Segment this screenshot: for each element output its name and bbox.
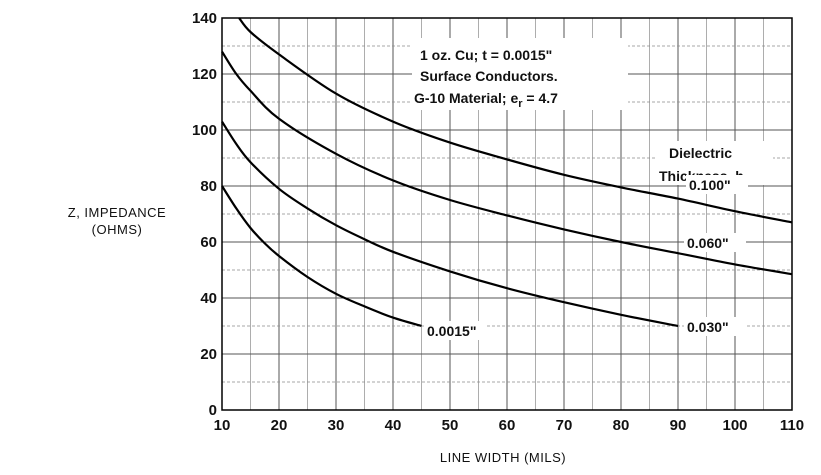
y-tick-label: 120 <box>192 66 217 83</box>
x-tick-label: 10 <box>214 417 231 434</box>
tick-labels: 10 20 30 40 50 60 70 80 90 100 110 0 20 40 60 80 100 120 1… <box>192 10 804 434</box>
x-tick-label: 50 <box>442 417 459 434</box>
series-label-background <box>686 175 748 194</box>
y-tick-label: 20 <box>200 346 217 363</box>
annotation-line-1: 1 oz. Cu; t = 0.0015" <box>420 47 552 63</box>
series-label-3: 0.100" <box>689 177 731 193</box>
annotation-block: 1 oz. Cu; t = 0.0015" Surface Conductors… <box>412 38 628 110</box>
series-label-1: 0.030" <box>687 319 729 335</box>
annotation-background <box>412 38 628 110</box>
x-tick-label: 60 <box>499 417 516 434</box>
x-tick-label: 90 <box>670 417 687 434</box>
y-tick-label: 140 <box>192 10 217 27</box>
x-axis-title: LINE WIDTH (MILS) <box>440 450 566 465</box>
x-tick-label: 20 <box>271 417 288 434</box>
series-label-background <box>424 321 486 340</box>
annotation-line-2: Surface Conductors. <box>420 68 558 84</box>
y-tick-label: 100 <box>192 122 217 139</box>
series-label-2: 0.060" <box>687 235 729 251</box>
series-labels: 0.0015" 0.030" 0.060" 0.100" <box>424 175 748 340</box>
y-axis-title-line2: (OHMS) <box>92 222 143 237</box>
y-tick-label: 60 <box>200 234 217 251</box>
series-label-background <box>684 317 746 336</box>
y-tick-label: 80 <box>200 178 217 195</box>
y-tick-label: 40 <box>200 290 217 307</box>
y-axis-title-line1: Z, IMPEDANCE <box>68 205 166 220</box>
series-label-background <box>684 233 746 252</box>
x-tick-label: 110 <box>780 417 804 434</box>
annotation-line-3: G-10 Material; er = 4.7 <box>414 90 558 110</box>
x-tick-label: 70 <box>556 417 573 434</box>
x-tick-label: 30 <box>328 417 345 434</box>
series-line-2 <box>221 51 793 276</box>
x-tick-label: 80 <box>613 417 630 434</box>
legend-title-line-1: Dielectric <box>669 145 732 161</box>
y-tick-label: 0 <box>209 402 217 419</box>
series-lines <box>221 17 793 328</box>
x-tick-label: 100 <box>722 417 747 434</box>
x-tick-label: 40 <box>385 417 402 434</box>
plot-frame <box>221 17 793 411</box>
series-line-3 <box>238 17 793 224</box>
annotation-line-3-sub: r <box>518 98 523 110</box>
series-line-1 <box>221 121 679 328</box>
series-line-0 <box>221 185 422 328</box>
annotation-line-3-prefix: G-10 Material; e <box>414 90 518 106</box>
annotation-line-3-suffix: = 4.7 <box>523 90 559 106</box>
series-label-0: 0.0015" <box>427 323 476 339</box>
